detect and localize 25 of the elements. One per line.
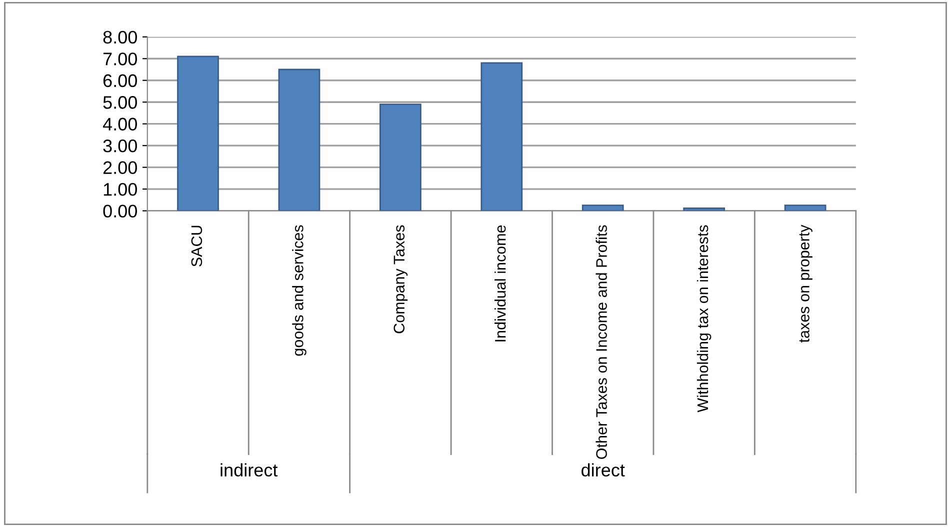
bar [683,207,726,211]
y-tick-label: 6.00 [103,74,137,88]
bar [784,204,826,211]
y-tick-label: 1.00 [104,182,137,196]
bar [278,68,320,211]
x-tick-label: taxes on property [799,224,812,343]
text: indirect [220,463,278,477]
y-tick-label: 5.00 [103,96,137,109]
x-tick-label: Other Taxes on Income and Profits [596,225,607,459]
bar [177,56,219,211]
y-tick-label: 0.00 [103,204,137,218]
x-tick-label: SACU [191,226,202,266]
x-tick-label: Withholding tax on interests [696,225,712,412]
bar [582,204,624,211]
y-tick-label: 7.00 [103,52,137,66]
y-tick-label: 3.00 [103,140,137,152]
y-tick-label: 4.00 [102,118,137,131]
bar [480,62,523,211]
bar [380,104,422,211]
x-tick-label: Company Taxes [394,225,408,334]
x-tick-label: goods and services [292,225,306,356]
x-tick-label: Individual income [494,225,506,342]
text: direct [582,463,625,477]
y-tick-label: 2.00 [103,161,137,174]
y-tick-label: 8.00 [103,30,137,44]
